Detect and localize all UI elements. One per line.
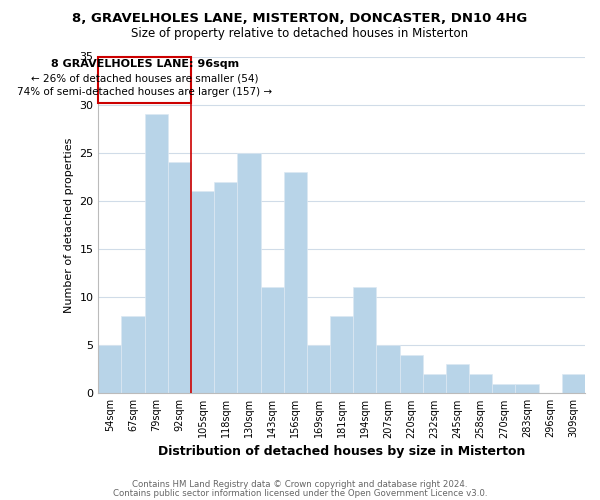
Text: Contains public sector information licensed under the Open Government Licence v3: Contains public sector information licen… [113, 489, 487, 498]
Bar [492, 384, 515, 394]
Bar [191, 191, 214, 394]
Bar [400, 355, 423, 394]
Bar [98, 56, 191, 102]
Text: Size of property relative to detached houses in Misterton: Size of property relative to detached ho… [131, 28, 469, 40]
Y-axis label: Number of detached properties: Number of detached properties [64, 137, 74, 312]
Bar [423, 374, 446, 394]
Bar [145, 114, 168, 394]
Bar [515, 384, 539, 394]
Bar [330, 316, 353, 394]
Bar [284, 172, 307, 394]
Bar [214, 182, 238, 394]
Bar [446, 364, 469, 394]
Text: 8 GRAVELHOLES LANE: 96sqm: 8 GRAVELHOLES LANE: 96sqm [50, 59, 239, 69]
Bar [562, 374, 585, 394]
Bar [307, 345, 330, 394]
Bar [121, 316, 145, 394]
Bar [353, 288, 376, 394]
Bar [238, 152, 260, 394]
Bar [168, 162, 191, 394]
Bar [260, 288, 284, 394]
Bar [469, 374, 492, 394]
Text: ← 26% of detached houses are smaller (54): ← 26% of detached houses are smaller (54… [31, 74, 259, 84]
Bar [376, 345, 400, 394]
X-axis label: Distribution of detached houses by size in Misterton: Distribution of detached houses by size … [158, 444, 526, 458]
Text: Contains HM Land Registry data © Crown copyright and database right 2024.: Contains HM Land Registry data © Crown c… [132, 480, 468, 489]
Bar [98, 345, 121, 394]
Text: 8, GRAVELHOLES LANE, MISTERTON, DONCASTER, DN10 4HG: 8, GRAVELHOLES LANE, MISTERTON, DONCASTE… [73, 12, 527, 26]
Text: 74% of semi-detached houses are larger (157) →: 74% of semi-detached houses are larger (… [17, 87, 272, 97]
